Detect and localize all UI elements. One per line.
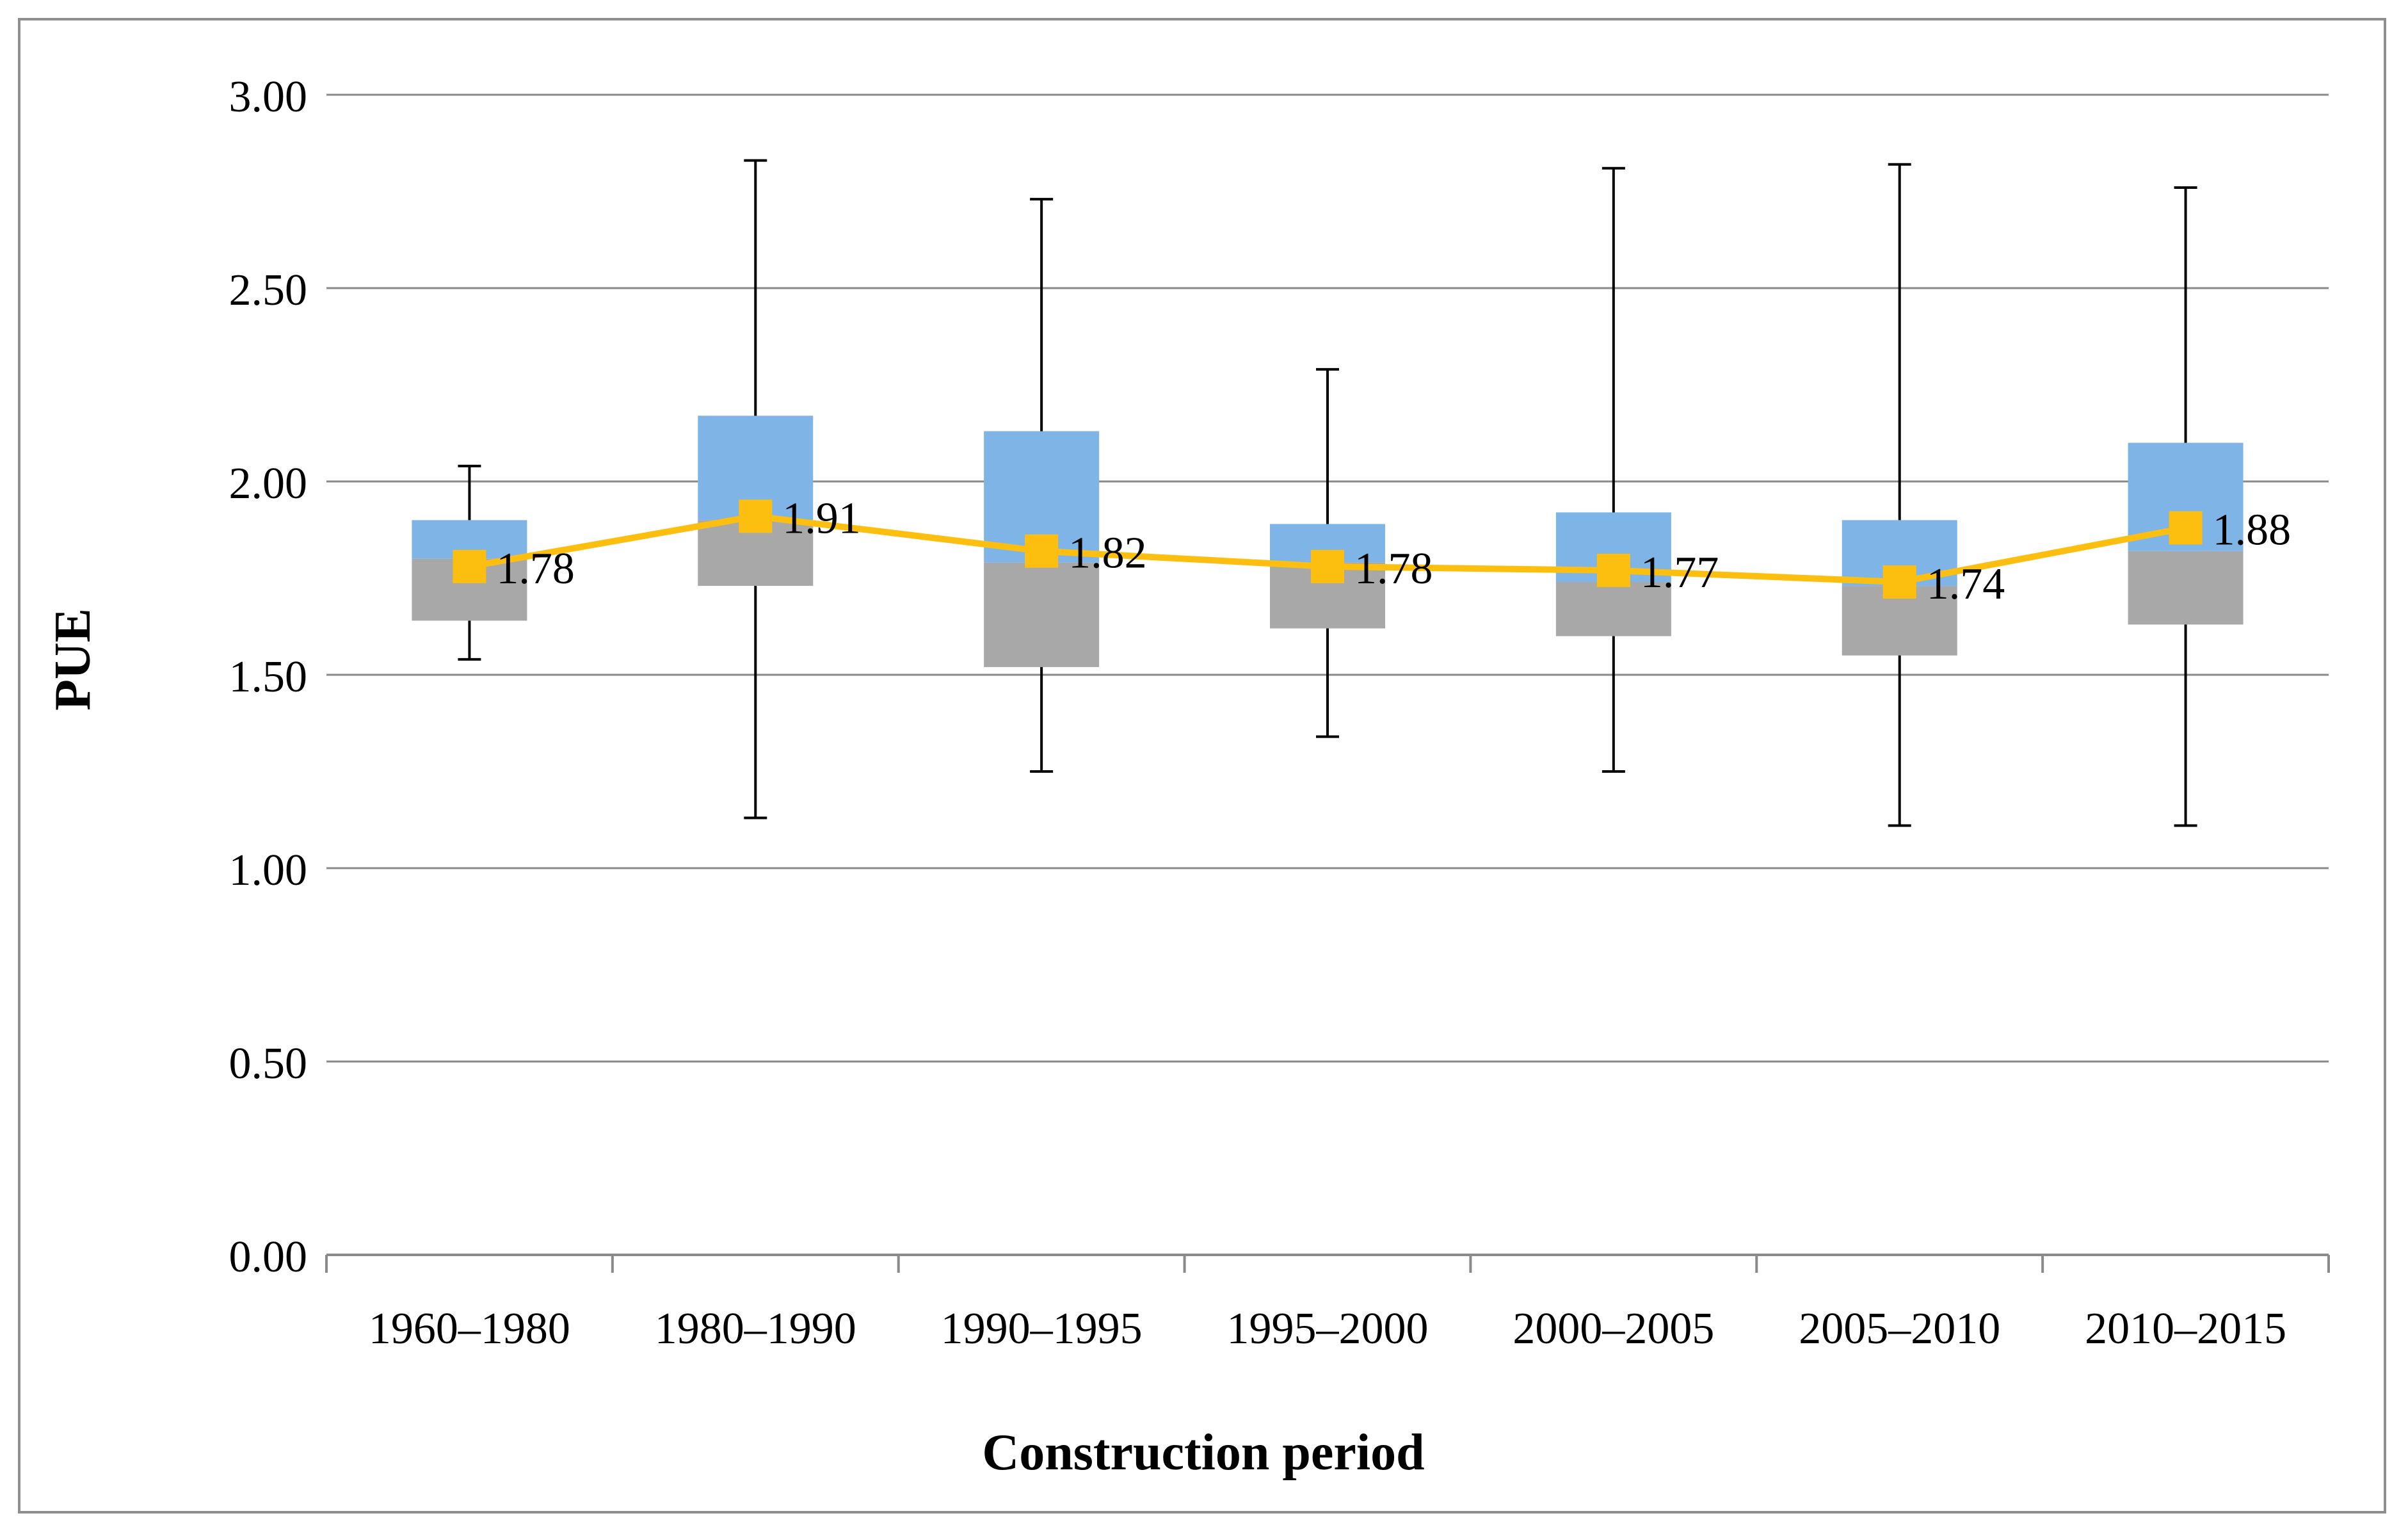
mean-series	[453, 499, 2203, 599]
mean-marker	[2169, 511, 2203, 545]
x-tick-label: 1995–2000	[1227, 1304, 1429, 1353]
mean-marker	[1882, 565, 1916, 599]
y-tick-label: 1.50	[229, 652, 308, 702]
mean-data-label: 1.91	[782, 494, 861, 543]
y-tick-label: 0.00	[229, 1232, 308, 1282]
mean-marker	[1025, 534, 1059, 568]
gridlines	[326, 93, 2329, 1063]
axes	[325, 1254, 2330, 1273]
y-axis-title: PUE	[45, 608, 101, 711]
mean-data-label: 1.74	[1927, 560, 2005, 609]
x-tick-label: 2010–2015	[2085, 1304, 2286, 1353]
box-lower-1990–1995	[984, 562, 1100, 667]
x-tick-label: 2005–2010	[1799, 1304, 2000, 1353]
x-tick-label: 2000–2005	[1513, 1304, 1714, 1353]
x-tick-label: 1980–1990	[655, 1304, 856, 1353]
y-tick-label: 2.00	[229, 459, 308, 508]
chart-frame	[18, 18, 2386, 1514]
mean-data-label: 1.88	[2213, 505, 2292, 554]
mean-marker	[453, 549, 486, 583]
mean-data-label: 1.78	[1354, 544, 1433, 593]
box-lower-2000–2005	[1555, 582, 1671, 636]
mean-marker	[1596, 553, 1630, 587]
mean-data-label: 1.77	[1641, 548, 1719, 597]
y-tick-label: 2.50	[229, 266, 308, 315]
mean-marker	[1311, 549, 1344, 583]
x-tick-label: 1960–1980	[369, 1304, 570, 1353]
mean-data-label: 1.78	[496, 544, 575, 593]
x-axis-title: Construction period	[982, 1425, 1424, 1481]
y-tick-label: 0.50	[229, 1039, 308, 1088]
x-tick-label: 1990–1995	[941, 1304, 1143, 1353]
box-lower-2010–2015	[2128, 551, 2243, 625]
y-tick-label: 1.00	[229, 846, 308, 895]
mean-data-label: 1.82	[1068, 529, 1147, 578]
labels: 0.00 0.50 1.00 1.50 2.00 2.50 3.00 1960–1980 198…	[229, 72, 2292, 1353]
mean-marker	[739, 499, 773, 533]
y-tick-label: 3.00	[229, 72, 308, 122]
whisker-series	[458, 159, 2197, 827]
